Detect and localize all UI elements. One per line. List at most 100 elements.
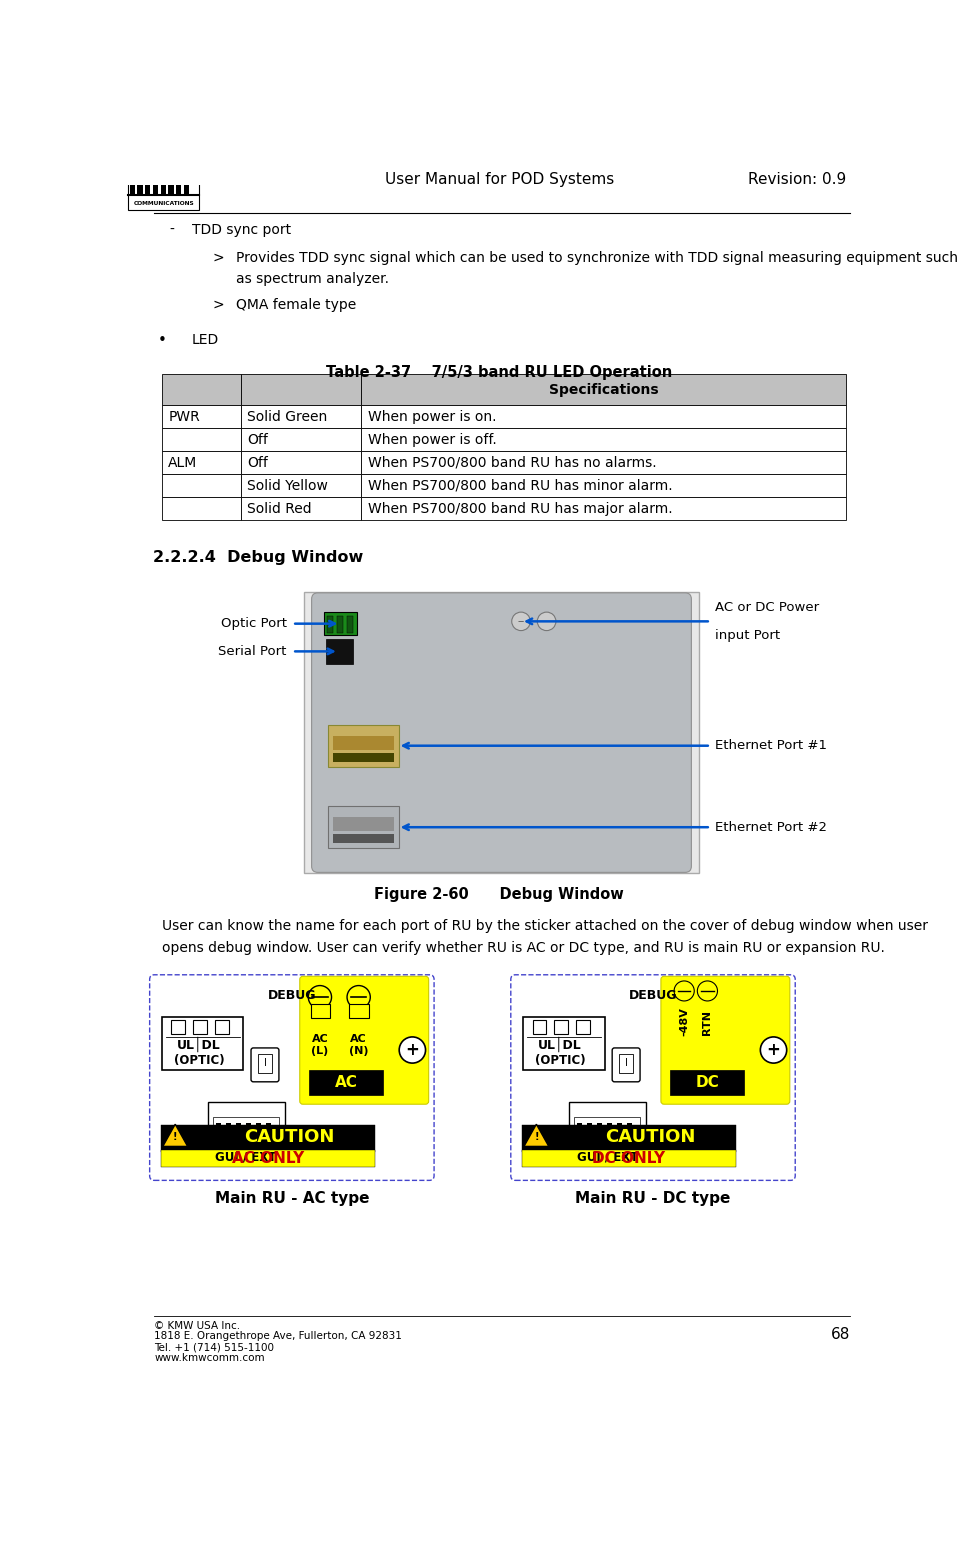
- Bar: [333, 834, 393, 843]
- Bar: [162, 498, 241, 521]
- Bar: [176, 177, 181, 194]
- Bar: [161, 1125, 375, 1151]
- Bar: [130, 177, 135, 194]
- FancyBboxPatch shape: [328, 806, 399, 848]
- Text: GUI / EXT: GUI / EXT: [215, 1151, 277, 1163]
- Text: Off: Off: [247, 456, 268, 470]
- Bar: [360, 452, 846, 475]
- Text: RTN: RTN: [702, 1009, 712, 1034]
- Bar: [169, 177, 173, 194]
- Bar: [245, 1123, 251, 1137]
- Text: GUI / EXT: GUI / EXT: [577, 1151, 638, 1163]
- Text: >: >: [212, 251, 224, 265]
- Text: When power is on.: When power is on.: [368, 410, 497, 424]
- Text: 2.2.2.4  Debug Window: 2.2.2.4 Debug Window: [153, 550, 363, 564]
- Bar: [256, 1123, 261, 1137]
- Text: Solid Yellow: Solid Yellow: [247, 479, 328, 493]
- Text: UL│DL: UL│DL: [177, 1037, 221, 1053]
- Polygon shape: [524, 1125, 548, 1147]
- Bar: [162, 1017, 244, 1069]
- Text: input Port: input Port: [715, 629, 780, 643]
- Circle shape: [309, 986, 331, 1009]
- Text: AC ONLY: AC ONLY: [232, 1151, 304, 1165]
- Bar: [241, 475, 360, 498]
- Bar: [575, 1117, 640, 1137]
- Text: -: -: [169, 222, 174, 237]
- Bar: [171, 1020, 185, 1034]
- Text: Off: Off: [247, 433, 268, 447]
- Bar: [161, 1150, 375, 1167]
- Bar: [215, 1123, 221, 1137]
- Text: Table 2-37    7/5/3 band RU LED Operation: Table 2-37 7/5/3 band RU LED Operation: [326, 365, 672, 381]
- Bar: [523, 1017, 605, 1069]
- Circle shape: [347, 986, 370, 1009]
- Bar: [554, 1020, 568, 1034]
- FancyBboxPatch shape: [312, 593, 692, 872]
- Bar: [327, 616, 333, 633]
- Bar: [333, 735, 393, 749]
- Bar: [266, 1123, 272, 1137]
- FancyBboxPatch shape: [251, 1048, 279, 1082]
- Text: (OPTIC): (OPTIC): [173, 1054, 224, 1066]
- Bar: [137, 177, 142, 194]
- Bar: [350, 1005, 369, 1019]
- Text: AC: AC: [334, 1076, 357, 1089]
- Bar: [619, 1054, 633, 1074]
- FancyBboxPatch shape: [519, 986, 787, 1102]
- Text: 1818 E. Orangethrope Ave, Fullerton, CA 92831: 1818 E. Orangethrope Ave, Fullerton, CA …: [154, 1331, 402, 1342]
- Text: © KMW USA Inc.: © KMW USA Inc.: [154, 1321, 241, 1331]
- Text: !: !: [534, 1133, 539, 1142]
- Text: Provides TDD sync signal which can be used to synchronize with TDD signal measur: Provides TDD sync signal which can be us…: [236, 251, 957, 265]
- Bar: [360, 498, 846, 521]
- Circle shape: [674, 982, 694, 1002]
- FancyBboxPatch shape: [150, 975, 434, 1180]
- Circle shape: [538, 612, 556, 630]
- Bar: [162, 475, 241, 498]
- Text: LED: LED: [192, 333, 219, 347]
- Bar: [162, 452, 241, 475]
- Text: DEBUG: DEBUG: [629, 989, 677, 1002]
- Text: Solid Red: Solid Red: [247, 502, 312, 516]
- Text: Figure 2-60      Debug Window: Figure 2-60 Debug Window: [374, 888, 624, 901]
- Bar: [213, 1117, 280, 1137]
- Bar: [241, 452, 360, 475]
- Text: AC
(L): AC (L): [312, 1034, 328, 1056]
- Bar: [226, 1123, 231, 1137]
- Text: Serial Port: Serial Port: [218, 644, 286, 658]
- Text: >: >: [212, 297, 224, 313]
- Text: AC or DC Power: AC or DC Power: [715, 601, 819, 613]
- Text: Ethernet Port #1: Ethernet Port #1: [715, 740, 827, 752]
- Bar: [607, 1123, 613, 1137]
- Text: I: I: [264, 1059, 267, 1068]
- Bar: [348, 616, 354, 633]
- Bar: [162, 405, 241, 428]
- Bar: [522, 1150, 736, 1167]
- Bar: [309, 1071, 383, 1096]
- Bar: [162, 428, 241, 452]
- Text: !: !: [173, 1133, 177, 1142]
- Circle shape: [761, 1037, 787, 1063]
- Bar: [360, 428, 846, 452]
- Text: DEBUG: DEBUG: [268, 989, 317, 1002]
- Text: Specifications: Specifications: [548, 382, 658, 396]
- Circle shape: [399, 1037, 426, 1063]
- Text: COMMUNICATIONS: COMMUNICATIONS: [133, 202, 194, 206]
- Bar: [241, 498, 360, 521]
- Text: User can know the name for each port of RU by the sticker attached on the cover : User can know the name for each port of …: [162, 920, 928, 934]
- Text: -48V: -48V: [679, 1008, 690, 1037]
- Polygon shape: [163, 1125, 188, 1147]
- Bar: [670, 1071, 744, 1096]
- Text: CAUTION: CAUTION: [244, 1128, 334, 1147]
- FancyBboxPatch shape: [300, 977, 429, 1105]
- Bar: [360, 405, 846, 428]
- Text: ‒: ‒: [543, 616, 549, 626]
- Bar: [162, 374, 241, 405]
- Text: QMA female type: QMA female type: [236, 297, 356, 313]
- FancyBboxPatch shape: [158, 986, 426, 1102]
- Text: Main RU - AC type: Main RU - AC type: [214, 1191, 369, 1207]
- FancyBboxPatch shape: [569, 1102, 646, 1143]
- Bar: [161, 177, 166, 194]
- Text: TDD sync port: TDD sync port: [192, 222, 290, 237]
- Bar: [533, 1020, 546, 1034]
- Text: •: •: [158, 333, 168, 348]
